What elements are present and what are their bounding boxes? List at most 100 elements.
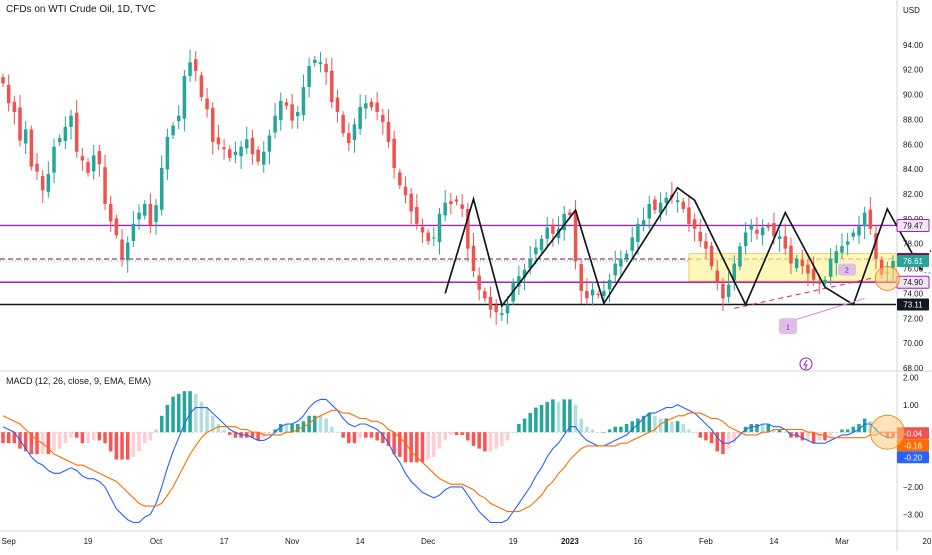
candle-body (352, 124, 357, 141)
candle-body (108, 203, 113, 222)
price-axis-label: 82.00 (903, 190, 924, 199)
macd-histogram-bar (681, 424, 686, 433)
macd-histogram-bar (120, 432, 124, 460)
candle-body (420, 226, 425, 233)
candle-body (86, 161, 90, 173)
price-tag-box (897, 298, 929, 311)
macd-histogram-bar (534, 407, 538, 433)
macd-histogram-bar (636, 418, 640, 433)
macd-histogram-bar (364, 432, 368, 438)
candle-body (301, 87, 306, 115)
macd-histogram-bar (630, 421, 634, 433)
candle-body (851, 232, 856, 237)
macd-histogram-bar (290, 424, 294, 433)
candle-body (250, 137, 255, 155)
time-axis-label: 17 (220, 537, 229, 546)
candle-body (534, 247, 538, 255)
candle-body (579, 264, 583, 291)
macd-histogram-bar (619, 426, 623, 433)
macd-histogram-bar (114, 432, 119, 460)
candle-body (585, 290, 589, 299)
candle-body (760, 227, 765, 236)
macd-histogram-bar (675, 421, 680, 433)
macd-histogram-bar (182, 391, 187, 433)
candle-body (454, 199, 459, 202)
candle-body (749, 225, 754, 230)
macd-histogram-bar (324, 418, 328, 433)
candle-body (426, 232, 430, 242)
candle-body (279, 100, 283, 121)
macd-histogram-bar (698, 432, 703, 438)
candle-body (568, 212, 572, 216)
macd-histogram-bar (568, 399, 572, 433)
candle-body (364, 103, 368, 109)
macd-value-tag: -0.20 (897, 451, 929, 464)
macd-histogram-bar (449, 432, 453, 435)
price-tag-label: 79.47 (903, 221, 924, 230)
price-axis-label: 70.00 (903, 339, 924, 348)
macd-histogram-bar (1, 432, 5, 444)
price-tag: 73.11 (897, 298, 929, 311)
candle-body (437, 213, 442, 242)
candle-body (868, 209, 873, 229)
rising-trendline (734, 276, 877, 309)
candle-body (471, 245, 476, 272)
price-tag-label: 73.11 (903, 300, 923, 309)
candle-body (483, 291, 487, 299)
macd-histogram-bar (817, 432, 822, 441)
macd-histogram-bar (437, 432, 442, 449)
highlight-circle-price (874, 266, 900, 291)
macd-histogram-bar (199, 402, 204, 433)
candle-body (216, 137, 221, 145)
macd-histogram-bar (12, 432, 17, 444)
price-axis-label: 72.00 (903, 314, 924, 323)
candle-body (698, 231, 703, 242)
time-axis-label: Mar (835, 537, 849, 546)
macd-histogram-bar (74, 432, 79, 438)
candle-body (596, 294, 600, 296)
candle-body (176, 115, 181, 122)
macd-histogram-bar (551, 399, 555, 433)
candle-body (766, 226, 771, 228)
macd-histogram-bar (176, 393, 181, 433)
candle-body (63, 126, 68, 142)
macd-histogram-bar (613, 426, 617, 433)
candle-body (267, 135, 272, 152)
macd-histogram-bar (23, 432, 28, 452)
time-axis-label: 14 (770, 537, 779, 546)
macd-histogram-bar (409, 432, 413, 463)
macd-value-tag: -0.04 (897, 427, 929, 440)
candle-body (347, 133, 351, 144)
candle-body (823, 279, 827, 284)
macd-histogram-bar (726, 432, 731, 449)
candle-body (602, 290, 606, 297)
macd-histogram-bar (91, 432, 96, 441)
macd-histogram-bar (205, 407, 209, 433)
time-axis-label: 20 (923, 537, 932, 546)
macd-histogram-bar (596, 432, 600, 433)
candle-body (562, 213, 566, 231)
price-axis-label: 84.00 (903, 165, 924, 174)
candle-body (398, 172, 402, 186)
candle-body (91, 155, 96, 172)
time-axis-label: 19 (84, 537, 93, 546)
macd-histogram-bar (273, 429, 277, 433)
candle-body (330, 70, 334, 103)
candle-body (290, 104, 294, 121)
candle-body (29, 129, 34, 167)
candle-body (324, 63, 328, 73)
candle-body (517, 276, 521, 287)
lightning-icon (799, 357, 813, 371)
candle-body (879, 260, 884, 275)
macd-histogram-bar (522, 418, 527, 433)
time-axis-label: 19 (509, 537, 518, 546)
candle-body (103, 167, 107, 204)
macd-histogram-bar (233, 432, 238, 438)
macd-line (2, 398, 893, 524)
macd-histogram-bar (154, 429, 158, 433)
candle-body (721, 283, 725, 299)
macd-histogram-bar (137, 432, 141, 452)
candle-body (466, 208, 470, 249)
